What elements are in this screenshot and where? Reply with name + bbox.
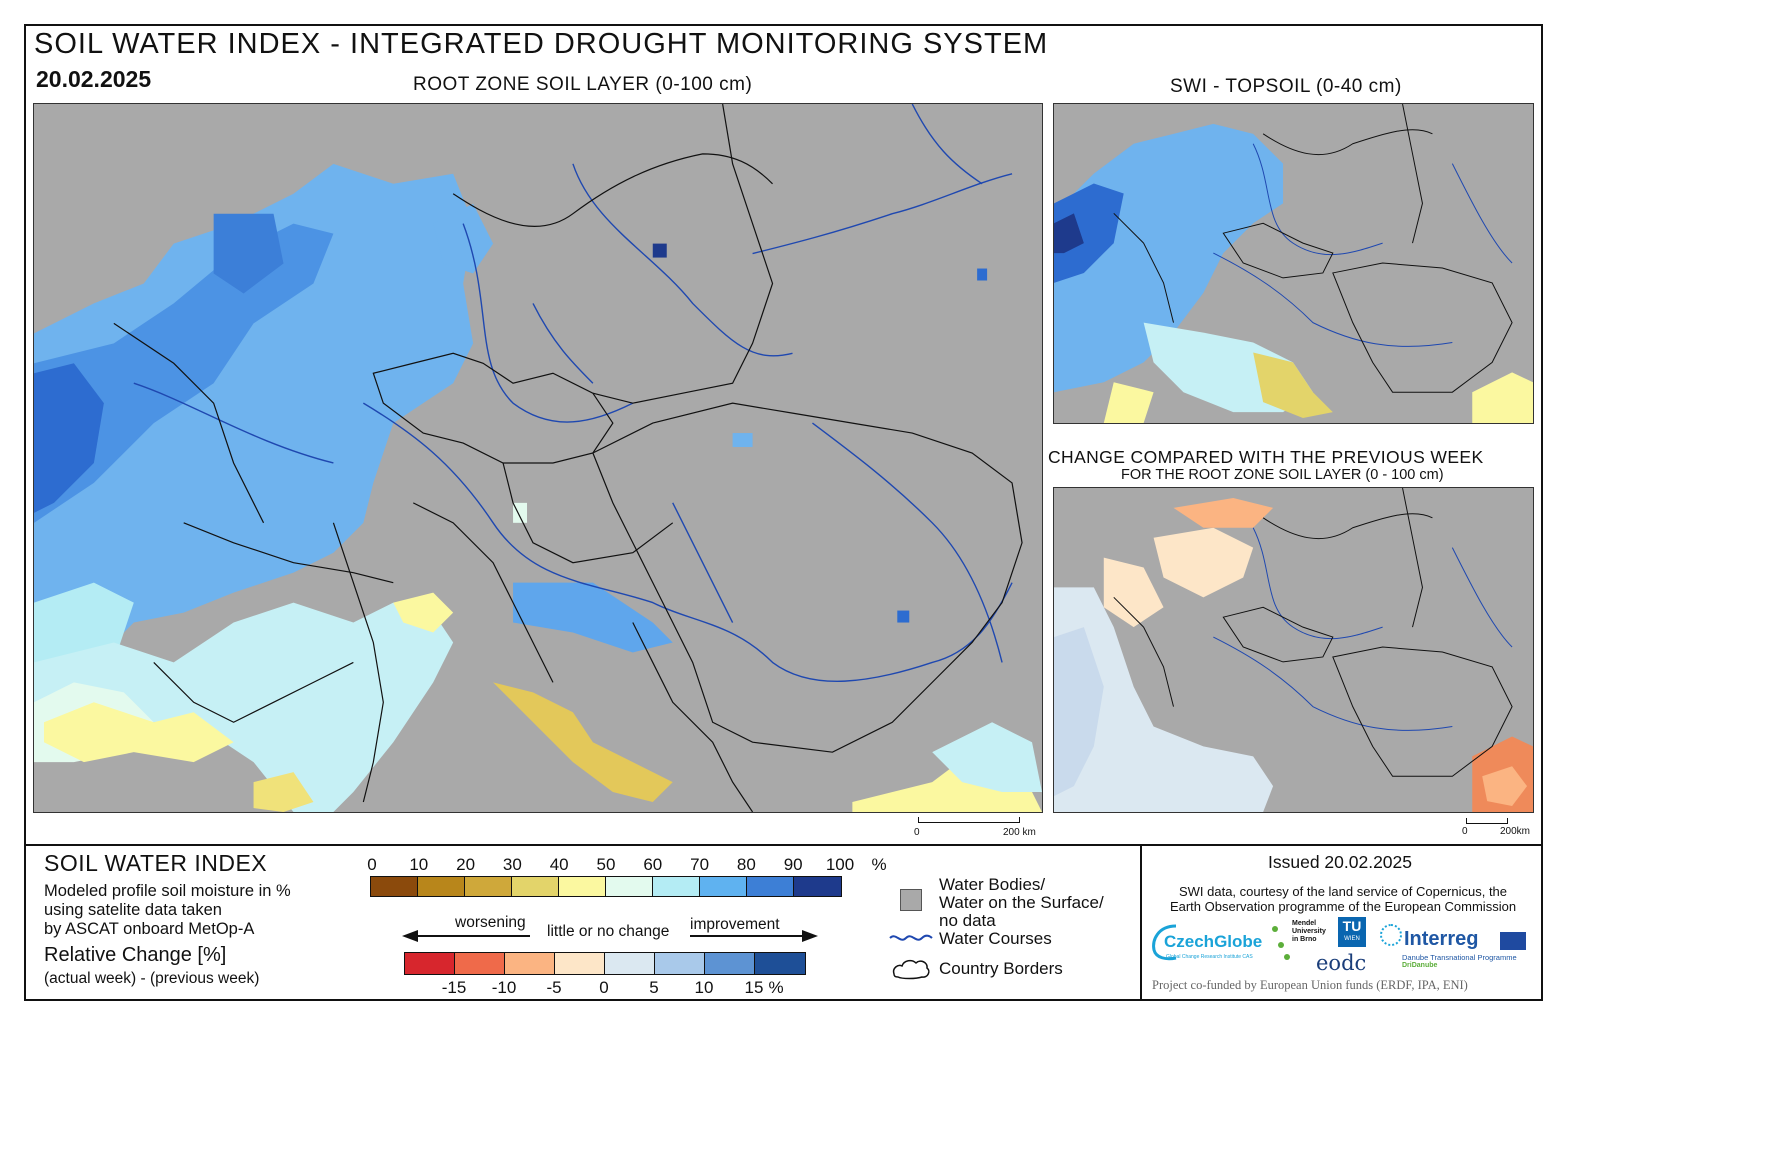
swi-color-swatch	[700, 877, 747, 896]
relative-change-title: Relative Change [%]	[44, 944, 227, 966]
change-color-swatch	[755, 953, 805, 974]
mendel-university-logo: Mendel University in Brno	[1272, 920, 1342, 964]
worsening-label: worsening	[455, 914, 526, 931]
change-color-swatch	[655, 953, 705, 974]
topsoil-map-title: SWI - TOPSOIL (0-40 cm)	[1170, 76, 1402, 97]
change-unit: %	[768, 978, 784, 997]
main-scale-zero: 0	[914, 827, 920, 838]
swi-color-swatch	[512, 877, 559, 896]
czechglobe-logo: CzechGlobe Global Change Research Instit…	[1150, 920, 1272, 966]
change-color-bar	[404, 952, 806, 975]
legend-description: Modeled profile soil moisture in % using…	[44, 882, 291, 938]
change-tick-label: -5	[546, 978, 562, 997]
change-tick-label: -15	[441, 978, 467, 997]
eu-flag-icon	[1500, 932, 1526, 950]
change-tick-label: 0	[599, 978, 609, 997]
change-tick-label: -10	[491, 978, 517, 997]
water-courses-label: Water Courses	[939, 929, 1052, 948]
issued-date: Issued 20.02.2025	[1268, 852, 1413, 872]
change-map-title: CHANGE COMPARED WITH THE PREVIOUS WEEK	[1048, 447, 1484, 467]
change-tick-label: 10	[694, 978, 714, 997]
root-zone-map[interactable]	[33, 103, 1043, 813]
topsoil-map[interactable]	[1053, 103, 1534, 424]
change-scale-zero: 0	[1462, 826, 1468, 837]
legend-title: SOIL WATER INDEX	[44, 850, 268, 876]
swi-tick-label: 30	[502, 855, 522, 874]
change-map-subtitle: FOR THE ROOT ZONE SOIL LAYER (0 - 100 cm…	[1121, 467, 1444, 483]
change-scale-bar	[1466, 818, 1508, 824]
swi-tick-label: 0	[367, 855, 377, 874]
change-color-swatch	[705, 953, 755, 974]
change-scale-km: 200km	[1500, 826, 1531, 837]
tu-wien-logo: TU WIEN	[1338, 917, 1366, 947]
swi-tick-label: 80	[736, 855, 756, 874]
swi-tick-label: 20	[456, 855, 476, 874]
change-color-swatch	[605, 953, 655, 974]
change-tick-label: 5	[649, 978, 659, 997]
cofunded-note: Project co-funded by European Union fund…	[1152, 978, 1468, 992]
credits-divider	[1140, 846, 1142, 1001]
change-color-swatch	[555, 953, 605, 974]
main-scale-bar	[918, 817, 1020, 823]
swi-color-swatch	[418, 877, 465, 896]
copernicus-credit: SWI data, courtesy of the land service o…	[1169, 884, 1517, 914]
legend-divider	[24, 844, 1543, 846]
swi-color-bar	[370, 876, 842, 897]
swi-tick-label: 40	[549, 855, 569, 874]
water-bodies-label: Water Bodies/ Water on the Surface/ no d…	[939, 875, 1104, 930]
swi-unit: %	[871, 855, 887, 874]
eodc-logo: eodc	[1316, 951, 1367, 975]
interreg-logo: Interreg Danube Transnational Programme …	[1380, 920, 1530, 970]
country-borders-label: Country Borders	[939, 959, 1063, 978]
change-color-swatch	[405, 953, 455, 974]
change-map[interactable]	[1053, 487, 1534, 813]
improvement-label: improvement	[690, 916, 780, 933]
issue-date: 20.02.2025	[36, 66, 152, 92]
water-course-icon	[889, 934, 933, 941]
change-tick-label: 15	[744, 978, 764, 997]
swi-color-swatch	[606, 877, 653, 896]
swi-color-swatch	[747, 877, 794, 896]
swi-tick-label: 10	[409, 855, 429, 874]
little-change-label: little or no change	[547, 923, 670, 940]
trend-arrows	[402, 930, 818, 942]
swi-color-swatch	[653, 877, 700, 896]
water-bodies-swatch	[900, 889, 922, 911]
main-map-title: ROOT ZONE SOIL LAYER (0-100 cm)	[413, 74, 753, 95]
change-color-swatch	[505, 953, 555, 974]
swi-tick-label: 70	[690, 855, 710, 874]
change-color-swatch	[455, 953, 505, 974]
swi-color-swatch	[465, 877, 512, 896]
swi-color-swatch	[559, 877, 606, 896]
swi-tick-label: 50	[596, 855, 616, 874]
swi-tick-label: 90	[783, 855, 803, 874]
country-border-icon	[892, 959, 930, 980]
swi-color-swatch	[794, 877, 841, 896]
swi-tick-label: 60	[643, 855, 663, 874]
swi-tick-label: 100	[825, 855, 855, 874]
swi-color-swatch	[371, 877, 418, 896]
main-scale-km: 200 km	[1003, 827, 1036, 838]
relative-change-subtitle: (actual week) - (previous week)	[44, 970, 260, 987]
page-title: SOIL WATER INDEX - INTEGRATED DROUGHT MO…	[34, 28, 1049, 60]
